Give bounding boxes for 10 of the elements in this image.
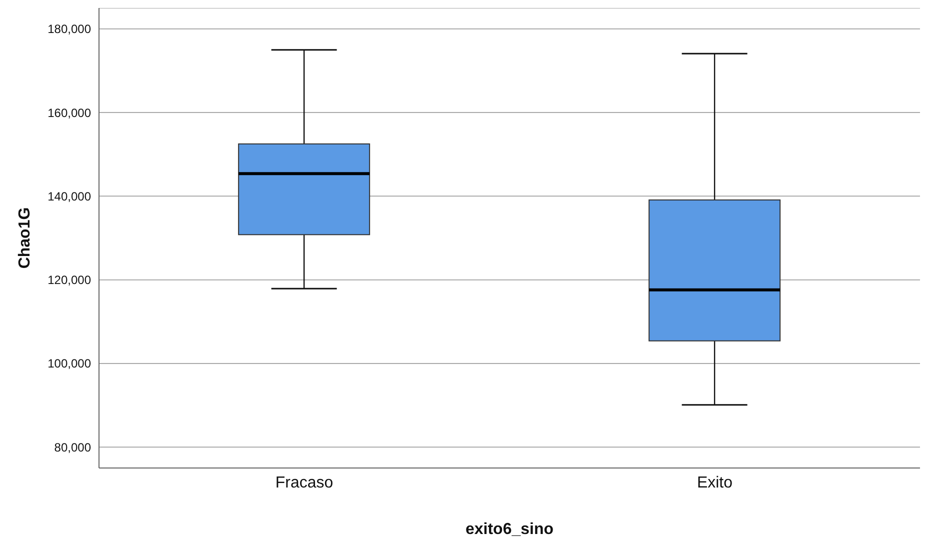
y-tick-label: 160,000 <box>48 106 92 120</box>
x-tick-label: Fracaso <box>275 474 334 492</box>
x-axis-title: exito6_sino <box>465 521 554 538</box>
y-tick-label: 80,000 <box>54 440 92 454</box>
x-tick-label: Exito <box>696 474 733 492</box>
y-tick-label: 140,000 <box>48 189 92 204</box>
y-tick-label: 100,000 <box>48 356 92 371</box>
y-tick-label: 120,000 <box>48 273 92 288</box>
y-tick-label: 180,000 <box>48 22 92 36</box>
y-axis-title: Chao1G <box>16 207 34 269</box>
